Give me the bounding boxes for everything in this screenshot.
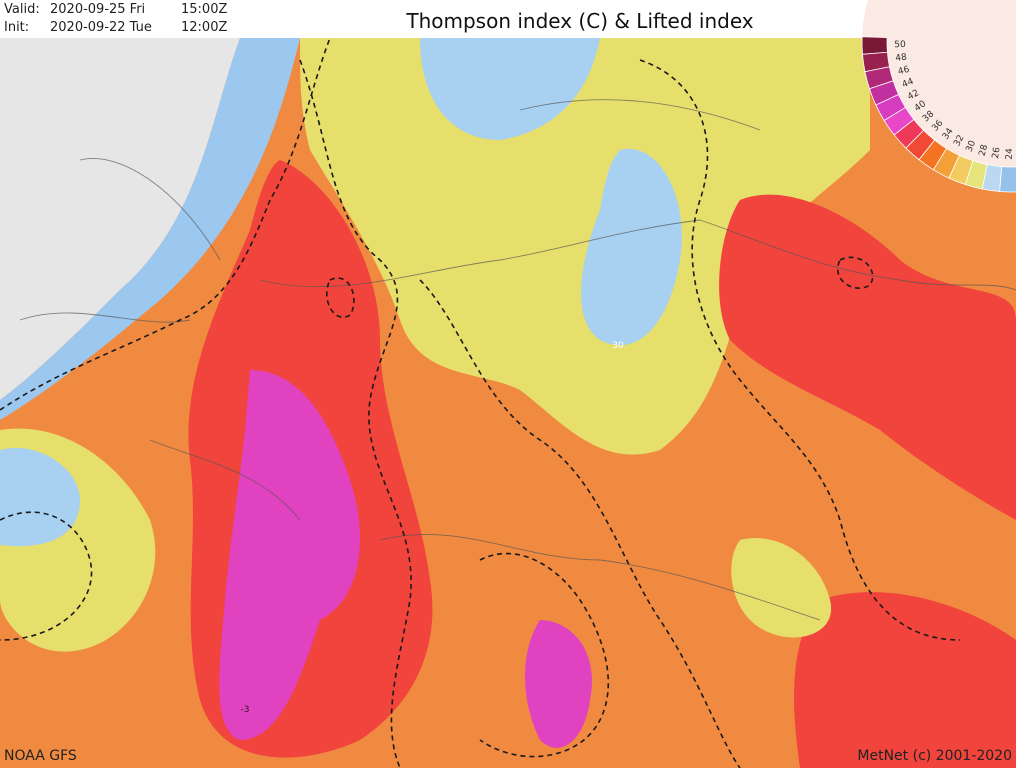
- map: 30 -3: [0, 37, 1016, 769]
- contour-line: [299, 59, 412, 769]
- contour-line: [0, 37, 331, 411]
- magenta-zone: [525, 620, 592, 748]
- title: Thompson index (C) & Lifted index: [405, 9, 753, 33]
- legend-label: 30: [965, 139, 979, 154]
- relief-area: [0, 38, 240, 400]
- legend-label: 46: [897, 65, 911, 78]
- blue-zone: [420, 38, 600, 140]
- legend-label: 26: [991, 146, 1003, 159]
- init-date: 2020-09-22 Tue: [50, 20, 152, 35]
- blue-zone: [581, 148, 682, 346]
- valid-label: Valid:: [4, 2, 40, 17]
- copyright: MetNet (c) 2001-2020: [857, 748, 1012, 764]
- legend-label: 50: [894, 40, 906, 50]
- legend-label: 44: [901, 77, 916, 91]
- source: NOAA GFS: [4, 748, 77, 764]
- header-bar: [0, 0, 1016, 38]
- legend-label: 48: [895, 52, 908, 64]
- legend-disc: [862, 0, 1016, 192]
- valid-date: 2020-09-25 Fri: [50, 2, 145, 17]
- contour-label: 30: [612, 341, 624, 351]
- init-label: Init:: [4, 20, 29, 35]
- red-zone: [719, 194, 1016, 520]
- cold-zone: [0, 38, 300, 420]
- red-zone: [794, 592, 1016, 768]
- legend-label: 42: [906, 88, 921, 102]
- init-time: 12:00Z: [181, 20, 227, 35]
- legend-swatch: [999, 166, 1016, 193]
- legend-label: 32: [952, 134, 966, 149]
- border-line: [19, 99, 1016, 621]
- legend-swatch: [861, 36, 888, 55]
- valid-time: 15:00Z: [181, 2, 227, 17]
- legend-label: 28: [978, 143, 991, 157]
- magenta-zone: [219, 370, 360, 740]
- contour-line: [639, 59, 961, 641]
- contour-label: -3: [241, 705, 250, 715]
- yellow-zone: [300, 38, 870, 455]
- contour-line: [0, 511, 93, 641]
- yellow-zone: [731, 538, 832, 638]
- blue-zone: [0, 448, 80, 547]
- legend-label: 24: [1005, 148, 1015, 160]
